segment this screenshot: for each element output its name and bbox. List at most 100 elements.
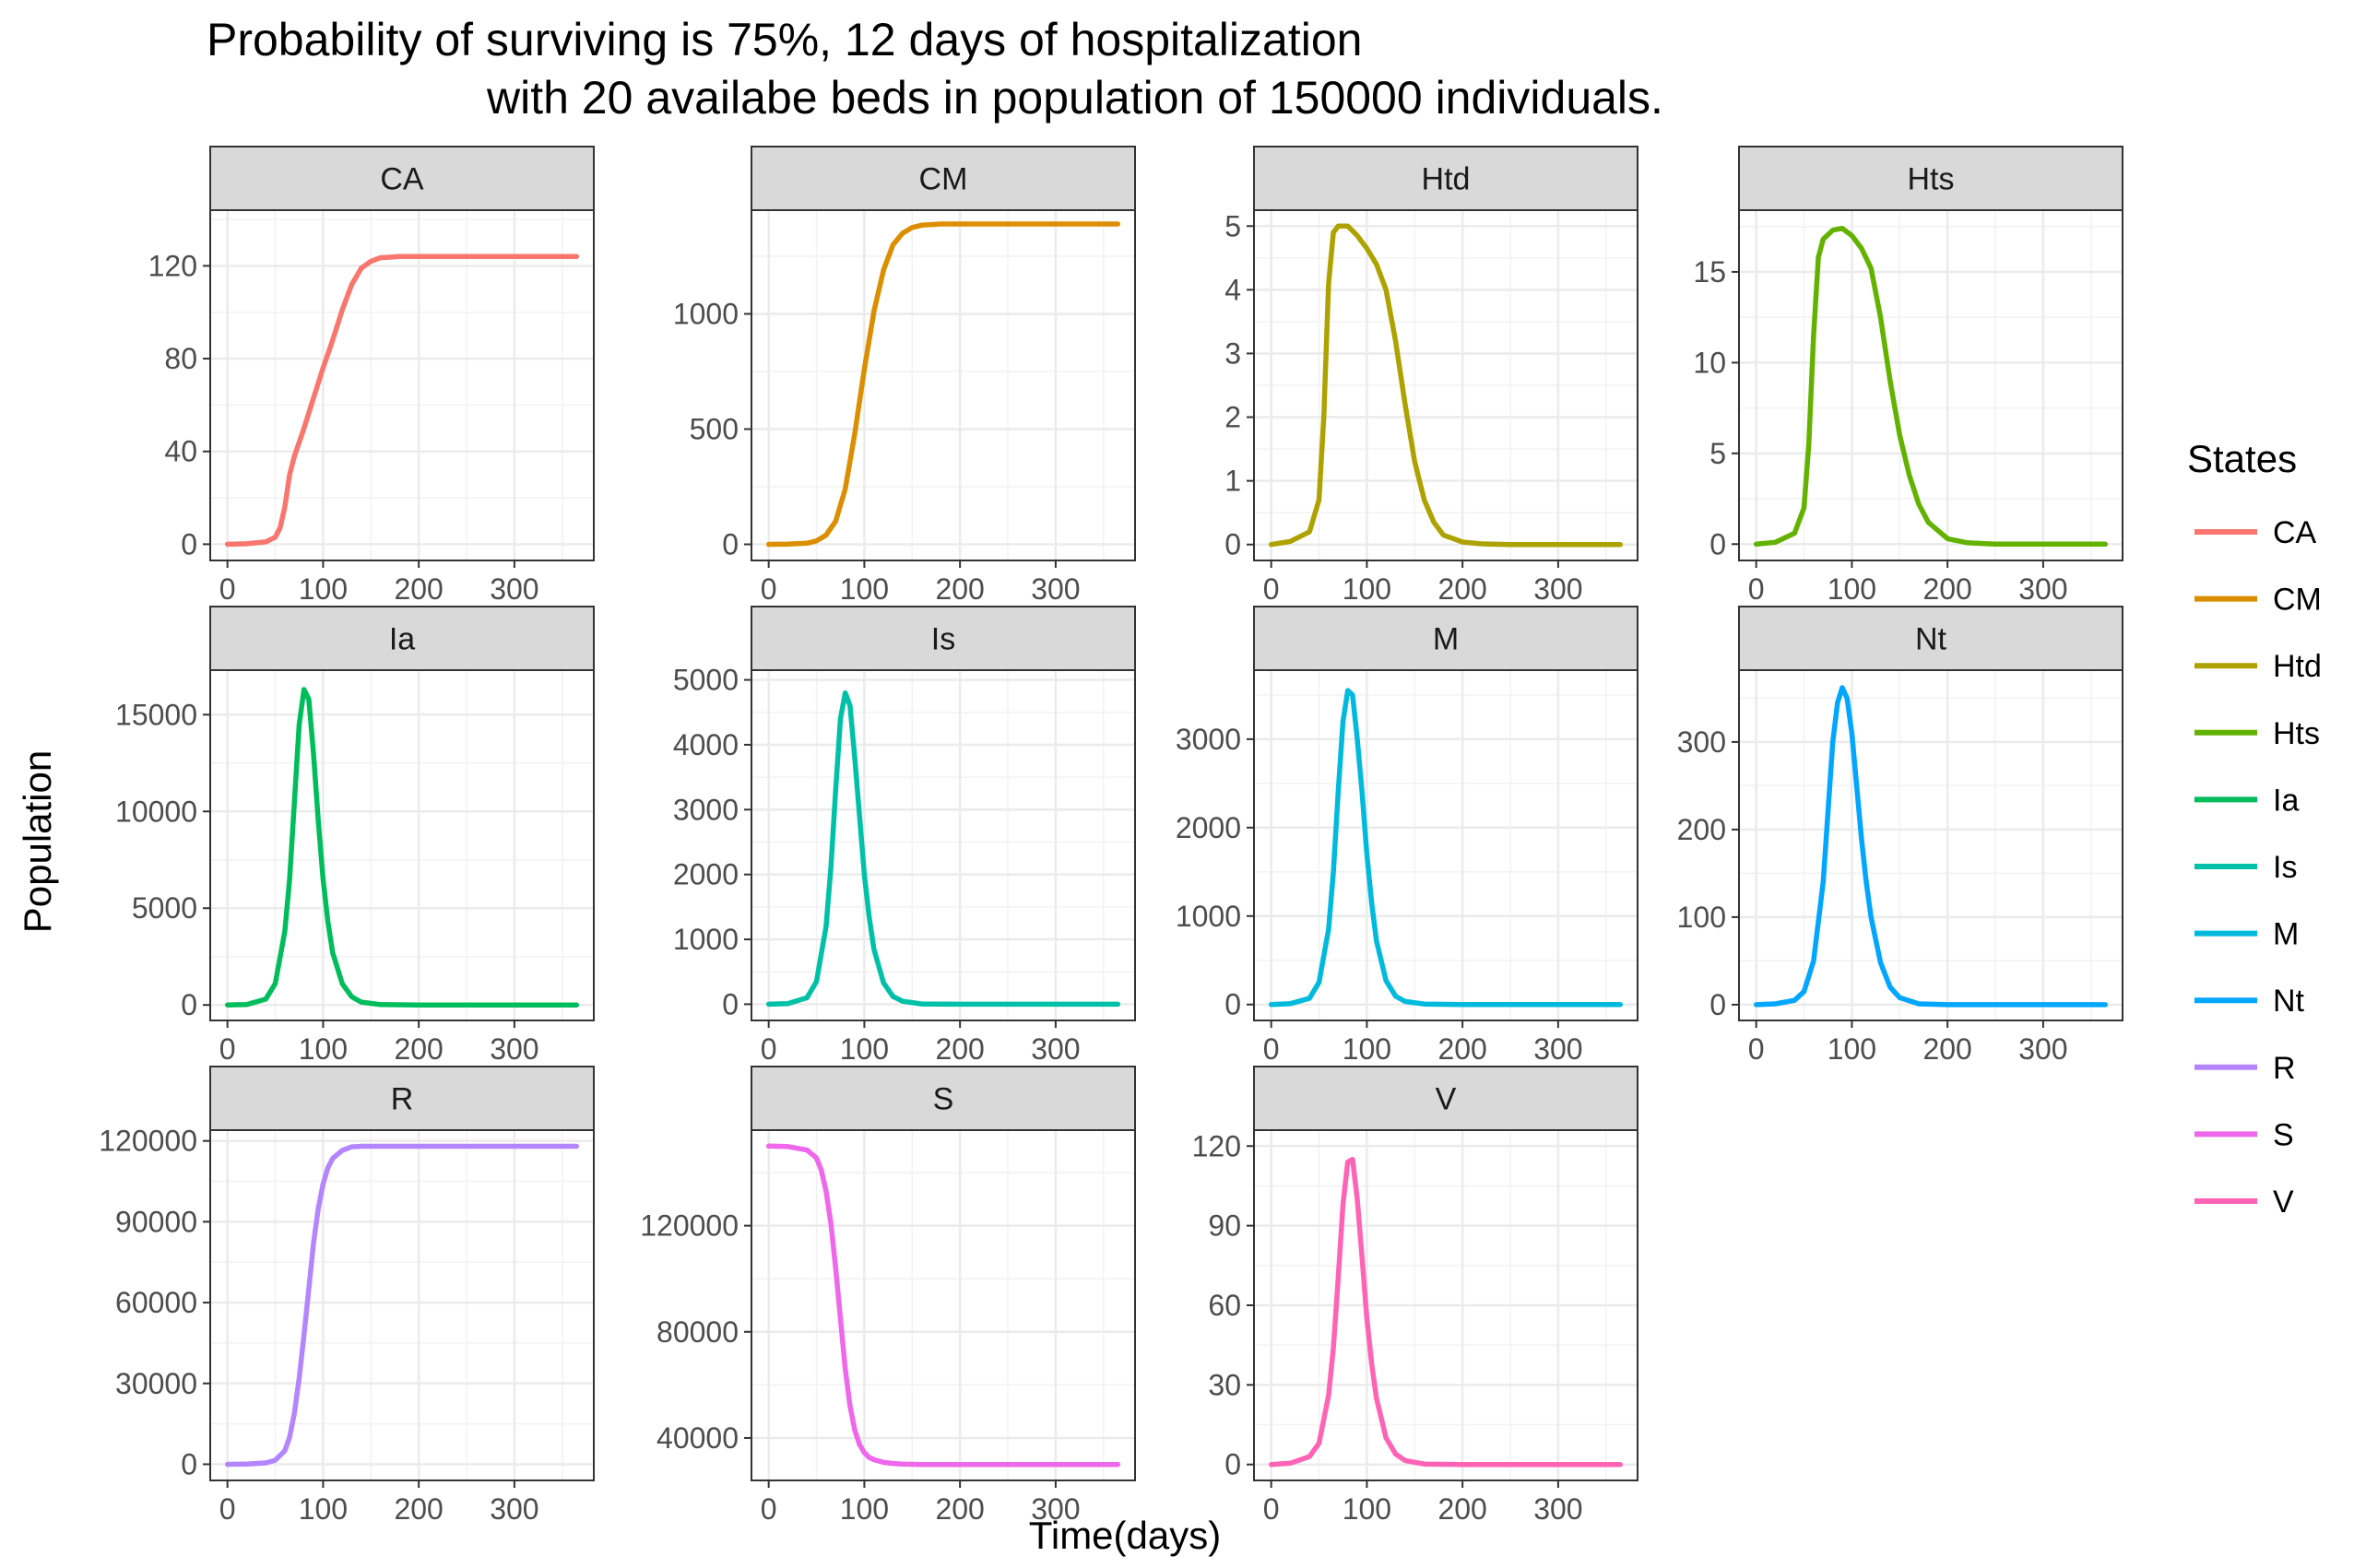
x-tick-label: 200 xyxy=(935,1492,984,1526)
panel-border xyxy=(209,1129,595,1481)
y-tick-label: 3000 xyxy=(1176,723,1241,756)
y-tick-label: 0 xyxy=(181,988,197,1021)
facet-strip xyxy=(1738,606,2123,671)
chart-title-line-2: with 20 availabe beds in population of 1… xyxy=(486,72,1663,124)
x-tick-label: 0 xyxy=(1263,1032,1280,1066)
x-tick-label: 200 xyxy=(1437,572,1486,606)
y-tick-label: 60 xyxy=(1208,1289,1241,1322)
x-tick-label: 0 xyxy=(219,572,236,606)
x-tick-label: 0 xyxy=(1263,572,1280,606)
y-tick-label: 1000 xyxy=(673,923,739,956)
y-tick-label: 0 xyxy=(722,528,739,561)
y-tick-label: 2 xyxy=(1224,401,1241,434)
y-tick-label: 120 xyxy=(148,249,197,282)
panel-cm: CM 0 100 200 300 0 500 1000 xyxy=(673,146,1136,606)
y-tick-label: 100 xyxy=(1677,901,1726,934)
y-tick-label: 0 xyxy=(1224,528,1241,561)
x-tick-label: 100 xyxy=(1343,1032,1391,1066)
x-tick-label: 100 xyxy=(299,1492,348,1526)
panel-ia: Ia 0 100 200 300 0 5000 10000 15000 xyxy=(115,606,595,1066)
facet-strip-label: S xyxy=(933,1082,954,1117)
panel-border xyxy=(1253,1129,1638,1481)
x-tick-label: 200 xyxy=(1922,572,1971,606)
x-tick-label: 300 xyxy=(1533,1492,1582,1526)
y-tick-label: 0 xyxy=(181,1447,197,1480)
y-tick-label: 80 xyxy=(164,342,197,375)
x-tick-label: 100 xyxy=(840,572,889,606)
series-line-m xyxy=(1268,688,1624,1008)
legend-label-htd: Htd xyxy=(2273,649,2322,684)
y-tick-label: 0 xyxy=(722,987,739,1020)
y-tick-label: 2000 xyxy=(1176,811,1241,844)
x-tick-label: 0 xyxy=(1263,1492,1280,1526)
series-line-is xyxy=(765,690,1121,1008)
facet-strip xyxy=(209,606,595,671)
y-tick-label: 5 xyxy=(1224,209,1241,242)
legend-label-ca: CA xyxy=(2273,515,2317,550)
y-tick-label: 120000 xyxy=(99,1125,197,1158)
panel-hts: Hts 0 100 200 300 0 5 10 15 xyxy=(1693,146,2123,606)
y-tick-label: 120000 xyxy=(640,1209,739,1243)
series-line-nt xyxy=(1753,685,2109,1008)
panel-border xyxy=(1253,669,1638,1021)
x-axis-title: Time(days) xyxy=(1029,1514,1221,1557)
y-tick-label: 40000 xyxy=(657,1421,739,1455)
y-tick-label: 500 xyxy=(690,413,739,446)
x-tick-label: 300 xyxy=(1031,1032,1080,1066)
panel-r: R 0 100 200 300 0 30000 60000 90000 120000 xyxy=(99,1066,595,1526)
panel-border xyxy=(209,669,595,1021)
panel-ca: CA 0 100 200 300 0 40 80 120 xyxy=(148,146,595,606)
facet-strip-label: Htd xyxy=(1422,162,1471,197)
facet-strip-label: Ia xyxy=(389,622,415,657)
y-tick-label: 5000 xyxy=(673,664,739,697)
legend-label-hts: Hts xyxy=(2273,716,2320,751)
panel-htd: Htd 0 100 200 300 0 1 2 3 4 5 xyxy=(1224,146,1638,606)
x-tick-label: 300 xyxy=(2018,1032,2067,1066)
facet-strip xyxy=(751,606,1136,671)
x-tick-label: 200 xyxy=(935,572,984,606)
x-tick-label: 0 xyxy=(1748,572,1765,606)
y-tick-label: 60000 xyxy=(115,1286,197,1319)
y-tick-label: 30000 xyxy=(115,1367,197,1400)
facet-strip-label: R xyxy=(391,1082,414,1117)
x-tick-label: 0 xyxy=(761,572,777,606)
facet-strip xyxy=(751,1066,1136,1131)
facet-strip xyxy=(1738,146,2123,211)
chart-title-line-1: Probability of surviving is 75%, 12 days… xyxy=(207,14,1362,65)
x-tick-label: 100 xyxy=(1343,1492,1391,1526)
x-tick-label: 0 xyxy=(761,1492,777,1526)
facet-strip xyxy=(209,1066,595,1131)
facet-strip-label: Hts xyxy=(1908,162,1955,197)
y-tick-label: 80000 xyxy=(657,1315,739,1349)
legend: States CA CM Htd Hts Ia Is M Nt RSV xyxy=(2187,437,2322,1220)
x-tick-label: 100 xyxy=(1343,572,1391,606)
series-line-hts xyxy=(1753,225,2109,548)
y-tick-label: 300 xyxy=(1677,725,1726,759)
y-tick-label: 120 xyxy=(1192,1129,1241,1162)
facet-strip xyxy=(1253,146,1638,211)
y-tick-label: 0 xyxy=(181,527,197,560)
y-tick-label: 10000 xyxy=(115,795,197,828)
facet-strip-label: Is xyxy=(931,622,955,657)
legend-label-s: S xyxy=(2273,1117,2294,1152)
panel-border xyxy=(1738,209,2123,561)
x-tick-label: 100 xyxy=(1828,572,1876,606)
facet-strip-label: V xyxy=(1436,1082,1457,1117)
facet-strip xyxy=(751,146,1136,211)
panel-v: V 0 100 200 300 0 30 60 90 120 xyxy=(1192,1066,1638,1526)
y-tick-label: 1000 xyxy=(1176,900,1241,933)
y-tick-label: 15000 xyxy=(115,698,197,731)
facet-strip xyxy=(209,146,595,211)
y-tick-label: 0 xyxy=(1224,1448,1241,1481)
y-tick-label: 4 xyxy=(1224,273,1241,306)
y-tick-label: 5000 xyxy=(132,891,197,925)
y-tick-label: 10 xyxy=(1693,346,1726,379)
panel-border xyxy=(751,1129,1136,1481)
y-tick-label: 0 xyxy=(1224,988,1241,1021)
legend-label-v: V xyxy=(2273,1185,2294,1220)
legend-label-cm: CM xyxy=(2273,583,2322,618)
legend-label-is: Is xyxy=(2273,850,2297,885)
y-tick-label: 4000 xyxy=(673,728,739,761)
x-tick-label: 300 xyxy=(490,1032,538,1066)
